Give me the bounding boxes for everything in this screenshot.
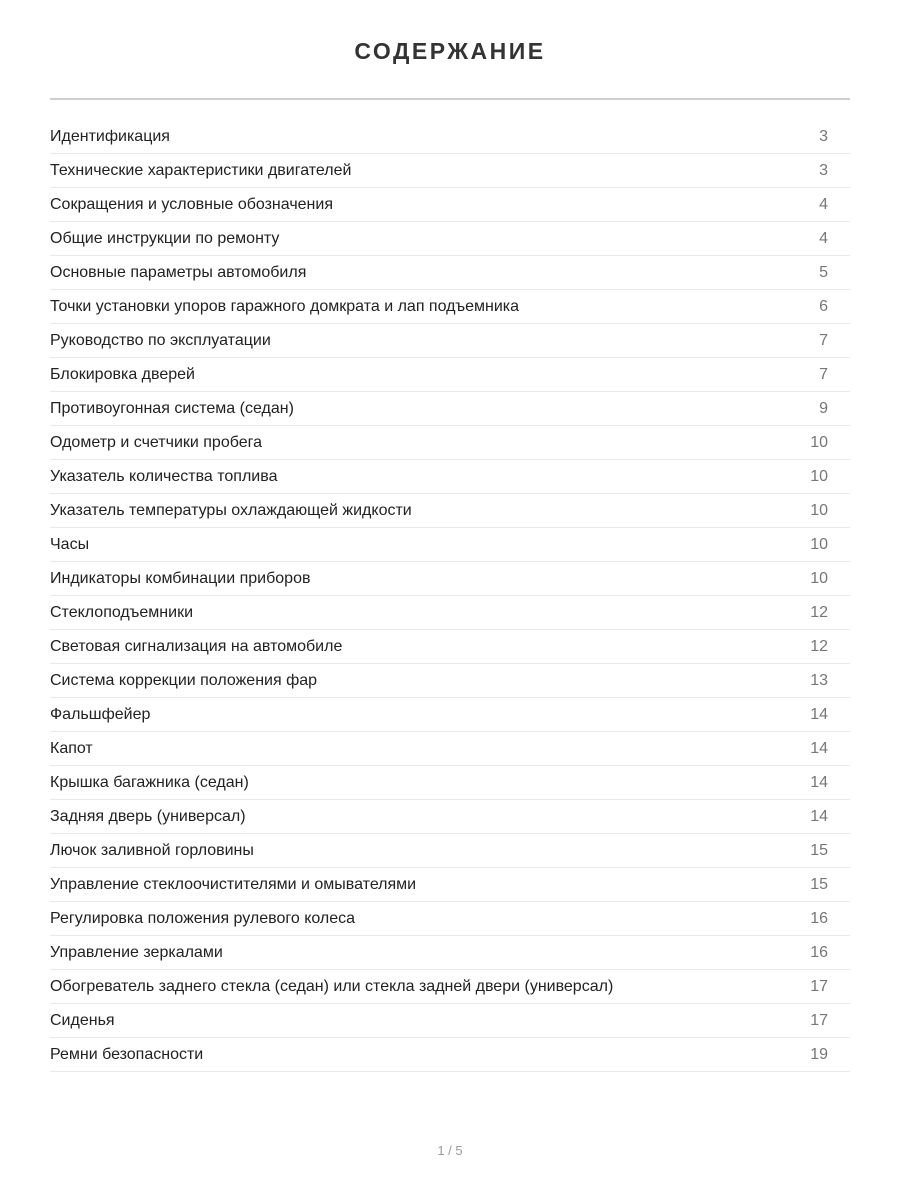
toc-entry-label[interactable]: Система коррекции положения фар: [50, 671, 318, 689]
toc-entry-page: 17: [810, 1011, 828, 1029]
toc-entry-label[interactable]: Обогреватель заднего стекла (седан) или …: [50, 977, 614, 995]
toc-entry-label[interactable]: Противоугонная система (седан): [50, 399, 294, 417]
toc-entry[interactable]: Блокировка дверей 7: [50, 358, 850, 392]
toc-entry-label[interactable]: Стеклоподъемники: [50, 603, 193, 621]
toc-entry-label[interactable]: Руководство по эксплуатации: [50, 331, 271, 349]
toc-entry[interactable]: Стеклоподъемники 12: [50, 596, 850, 630]
toc-entry-label[interactable]: Указатель температуры охлаждающей жидкос…: [50, 501, 412, 519]
toc-entry[interactable]: Фальшфейер 14: [50, 698, 850, 732]
toc-entry-page: 14: [810, 807, 828, 825]
toc-entry[interactable]: Руководство по эксплуатации 7: [50, 324, 850, 358]
toc-entry[interactable]: Указатель температуры охлаждающей жидкос…: [50, 494, 850, 528]
toc-entry-page: 10: [810, 433, 828, 451]
toc-entry-label[interactable]: Общие инструкции по ремонту: [50, 229, 280, 247]
toc-entry-page: 17: [810, 977, 828, 995]
toc-entry[interactable]: Сиденья 17: [50, 1004, 850, 1038]
toc-entry-label[interactable]: Основные параметры автомобиля: [50, 263, 307, 281]
toc-entry-page: 19: [810, 1045, 828, 1063]
toc-entry[interactable]: Капот 14: [50, 732, 850, 766]
toc-entry[interactable]: Управление стеклоочистителями и омывател…: [50, 868, 850, 902]
toc-entry-page: 3: [819, 127, 828, 145]
toc-entry-label[interactable]: Капот: [50, 739, 93, 757]
toc-entry[interactable]: Управление зеркалами 16: [50, 936, 850, 970]
toc-entry-page: 13: [810, 671, 828, 689]
toc-entry-page: 10: [810, 467, 828, 485]
toc-entry-label[interactable]: Указатель количества топлива: [50, 467, 278, 485]
toc-entry-page: 6: [819, 297, 828, 315]
toc-entry[interactable]: Противоугонная система (седан) 9: [50, 392, 850, 426]
toc-entry-label[interactable]: Управление зеркалами: [50, 943, 223, 961]
toc-entry-label[interactable]: Блокировка дверей: [50, 365, 195, 383]
toc-entry-page: 12: [810, 637, 828, 655]
toc-entry[interactable]: Технические характеристики двигателей 3: [50, 154, 850, 188]
toc-entry[interactable]: Идентификация 3: [50, 120, 850, 154]
toc-entry-page: 10: [810, 535, 828, 553]
toc-entry[interactable]: Система коррекции положения фар 13: [50, 664, 850, 698]
title-divider: [50, 98, 850, 100]
toc-entry-label[interactable]: Управление стеклоочистителями и омывател…: [50, 875, 417, 893]
toc-entry-page: 14: [810, 739, 828, 757]
toc-entry-label[interactable]: Одометр и счетчики пробега: [50, 433, 262, 451]
toc-entry-label[interactable]: Точки установки упоров гаражного домкрат…: [50, 297, 520, 315]
toc-entry-page: 10: [810, 569, 828, 587]
toc-entry[interactable]: Общие инструкции по ремонту 4: [50, 222, 850, 256]
toc-entry[interactable]: Основные параметры автомобиля 5: [50, 256, 850, 290]
toc-entry-page: 10: [810, 501, 828, 519]
toc-entry-label[interactable]: Ремни безопасности: [50, 1045, 204, 1063]
toc-entry[interactable]: Индикаторы комбинации приборов 10: [50, 562, 850, 596]
toc-entry-page: 4: [819, 195, 828, 213]
toc-entry-page: 14: [810, 705, 828, 723]
toc-entry[interactable]: Регулировка положения рулевого колеса 16: [50, 902, 850, 936]
toc-entry-label[interactable]: Идентификация: [50, 127, 170, 145]
toc-entry-label[interactable]: Сокращения и условные обозначения: [50, 195, 333, 213]
toc-entry-page: 4: [819, 229, 828, 247]
toc-entry[interactable]: Обогреватель заднего стекла (седан) или …: [50, 970, 850, 1004]
toc-entry-label[interactable]: Фальшфейер: [50, 705, 151, 723]
toc-entry-page: 14: [810, 773, 828, 791]
page-indicator: 1 / 5: [437, 1143, 463, 1158]
toc-entry-page: 7: [819, 365, 828, 383]
toc-entry-label[interactable]: Сиденья: [50, 1011, 115, 1029]
toc-entry-page: 7: [819, 331, 828, 349]
toc-entry[interactable]: Ремни безопасности 19: [50, 1038, 850, 1072]
toc-entry-page: 9: [819, 399, 828, 417]
toc-entry-label[interactable]: Индикаторы комбинации приборов: [50, 569, 311, 587]
toc-entry-label[interactable]: Лючок заливной горловины: [50, 841, 254, 859]
toc-entry-page: 16: [810, 943, 828, 961]
toc-entry-label[interactable]: Регулировка положения рулевого колеса: [50, 909, 356, 927]
toc-entry-label[interactable]: Крышка багажника (седан): [50, 773, 249, 791]
table-of-contents: Идентификация 3 Технические характеристики…: [50, 120, 850, 1072]
toc-entry[interactable]: Сокращения и условные обозначения 4: [50, 188, 850, 222]
toc-entry-page: 12: [810, 603, 828, 621]
toc-entry-page: 15: [810, 875, 828, 893]
toc-entry-label[interactable]: Задняя дверь (универсал): [50, 807, 246, 825]
toc-entry-label[interactable]: Часы: [50, 535, 90, 553]
page-title: СОДЕРЖАНИЕ: [354, 38, 546, 64]
toc-entry[interactable]: Точки установки упоров гаражного домкрат…: [50, 290, 850, 324]
toc-entry-label[interactable]: Технические характеристики двигателей: [50, 161, 352, 179]
toc-entry-page: 3: [819, 161, 828, 179]
toc-entry-label[interactable]: Световая сигнализация на автомобиле: [50, 637, 343, 655]
toc-entry[interactable]: Часы 10: [50, 528, 850, 562]
toc-entry[interactable]: Задняя дверь (универсал) 14: [50, 800, 850, 834]
toc-entry[interactable]: Одометр и счетчики пробега 10: [50, 426, 850, 460]
toc-entry[interactable]: Указатель количества топлива 10: [50, 460, 850, 494]
toc-entry[interactable]: Крышка багажника (седан) 14: [50, 766, 850, 800]
toc-entry[interactable]: Световая сигнализация на автомобиле 12: [50, 630, 850, 664]
toc-entry-page: 5: [819, 263, 828, 281]
toc-entry-page: 16: [810, 909, 828, 927]
toc-entry[interactable]: Лючок заливной горловины 15: [50, 834, 850, 868]
toc-entry-page: 15: [810, 841, 828, 859]
